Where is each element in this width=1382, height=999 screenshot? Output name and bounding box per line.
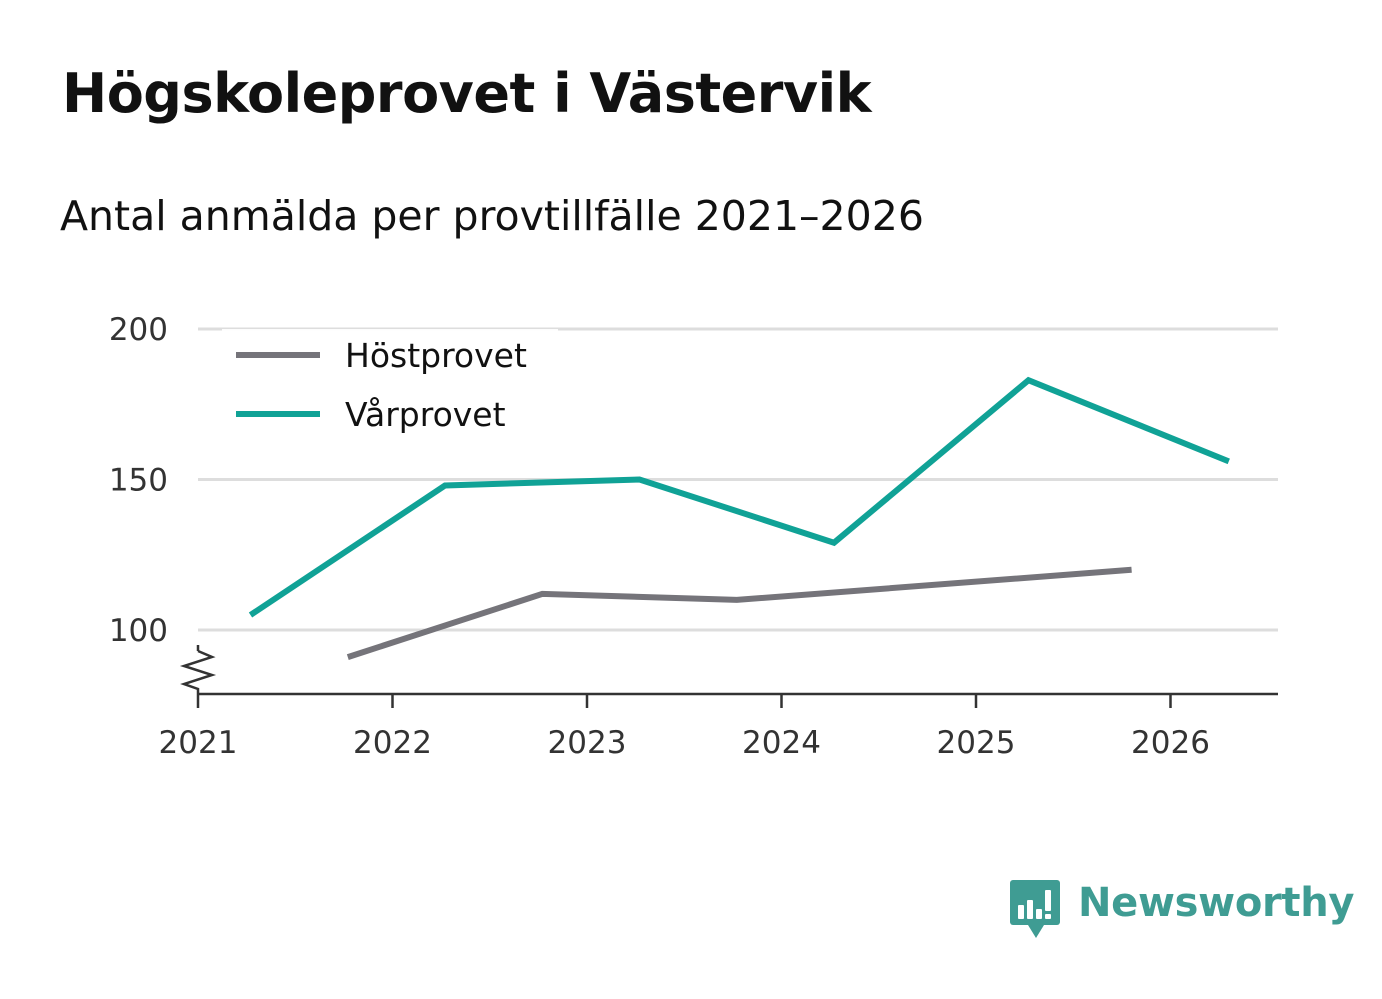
x-axis-ticks: 2021 2022 2023 2024 2025 2026 — [159, 694, 1210, 761]
series-line-höstprovet — [346, 566, 1132, 660]
y-tick-label-150: 150 — [109, 463, 168, 499]
x-tick-label-2026: 2026 — [1131, 725, 1210, 761]
x-tick-label-2021: 2021 — [159, 725, 238, 761]
brand-name: Newsworthy — [1078, 880, 1355, 926]
x-tick-label-2025: 2025 — [937, 725, 1016, 761]
y-axis-ticks: 100 150 200 — [109, 312, 168, 649]
x-axis — [179, 645, 1278, 696]
brand-logo: Newsworthy — [1010, 876, 1355, 940]
newsworthy-logo-icon — [1010, 880, 1060, 938]
legend-background — [222, 329, 558, 441]
series-line-vårprovet — [248, 376, 1230, 618]
chart-title: Högskoleprovet i Västervik — [62, 62, 872, 125]
legend-label-vårprovet: Vårprovet — [345, 395, 506, 434]
axis-break-icon — [179, 649, 217, 694]
series-lines — [248, 376, 1230, 660]
x-tick-label-2024: 2024 — [742, 725, 821, 761]
legend-label-höstprovet: Höstprovet — [345, 336, 527, 375]
y-tick-label-200: 200 — [109, 312, 168, 348]
x-tick-label-2022: 2022 — [353, 725, 432, 761]
x-tick-label-2023: 2023 — [548, 725, 627, 761]
y-tick-label-100: 100 — [109, 613, 168, 649]
legend: Höstprovet Vårprovet — [222, 329, 558, 441]
chart-subtitle: Antal anmälda per provtillfälle 2021–202… — [60, 192, 924, 240]
